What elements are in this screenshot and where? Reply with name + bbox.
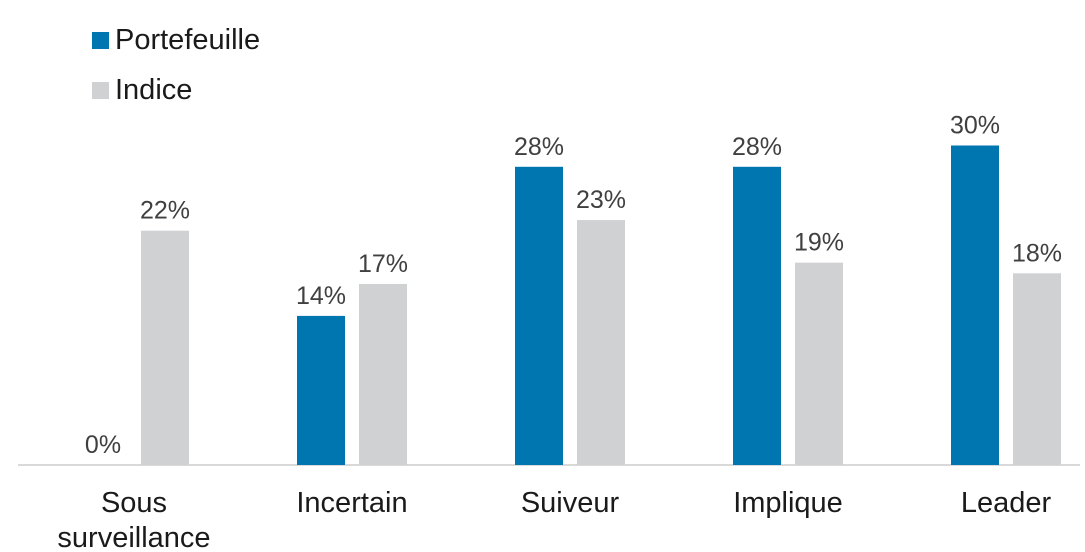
- data-label-indice-2: 23%: [576, 186, 626, 214]
- legend-item-portefeuille: Portefeuille: [92, 22, 260, 58]
- legend-label-indice: Indice: [115, 73, 193, 106]
- legend: Portefeuille Indice: [92, 22, 260, 122]
- category-label-1-0: Incertain: [296, 487, 407, 519]
- legend-swatch-portefeuille: [92, 31, 109, 49]
- category-label-0-1: surveillance: [57, 522, 210, 552]
- category-label-0-0: Sous: [101, 487, 167, 519]
- bar-indice-2: [577, 220, 625, 465]
- bar-indice-4: [1013, 273, 1061, 465]
- data-label-portefeuille-4: 30%: [950, 112, 1000, 140]
- category-label-4-0: Leader: [961, 487, 1052, 519]
- bar-indice-0: [141, 230, 189, 465]
- legend-label-portefeuille: Portefeuille: [115, 23, 261, 56]
- data-label-portefeuille-3: 28%: [732, 133, 782, 161]
- data-label-portefeuille-1: 14%: [296, 282, 346, 310]
- data-label-indice-0: 22%: [140, 197, 190, 225]
- bar-indice-3: [795, 262, 843, 465]
- category-label-3-0: Implique: [733, 487, 843, 519]
- bar-portefeuille-1: [297, 315, 345, 465]
- bar-portefeuille-2: [515, 166, 563, 466]
- data-label-indice-4: 18%: [1012, 239, 1062, 267]
- data-label-portefeuille-2: 28%: [514, 133, 564, 161]
- data-label-indice-3: 19%: [794, 229, 844, 257]
- data-label-portefeuille-0: 0%: [85, 431, 121, 459]
- bar-portefeuille-3: [733, 166, 781, 466]
- bar-indice-1: [359, 283, 407, 465]
- data-label-indice-1: 17%: [358, 250, 408, 278]
- bar-portefeuille-4: [951, 145, 999, 465]
- legend-item-indice: Indice: [92, 72, 260, 108]
- legend-swatch-indice: [92, 81, 109, 99]
- category-label-2-0: Suiveur: [521, 487, 620, 519]
